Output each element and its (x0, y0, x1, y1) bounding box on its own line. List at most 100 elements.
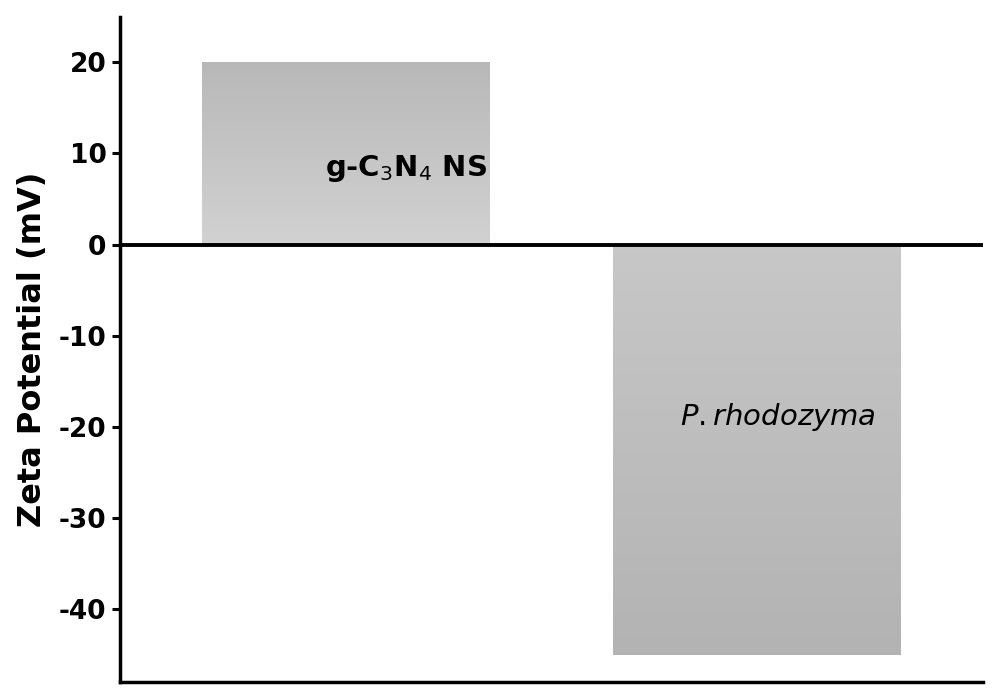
Bar (613, 507, 901, 509)
Bar (613, 317, 901, 319)
Bar (613, 446, 901, 447)
Bar (613, 429, 901, 431)
Text: $\mathbf{\mathit{P.rhodozyma}}$: $\mathbf{\mathit{P.rhodozyma}}$ (680, 401, 876, 433)
Bar (613, 636, 901, 637)
Bar (613, 476, 901, 477)
Bar (613, 462, 901, 463)
Bar (613, 449, 901, 451)
Bar (613, 607, 901, 608)
Bar (613, 306, 901, 308)
Bar (613, 355, 901, 356)
Bar (613, 309, 901, 310)
Bar (613, 332, 901, 333)
Bar (613, 438, 901, 439)
Bar (613, 524, 901, 525)
Bar (613, 630, 901, 632)
Bar (613, 269, 901, 271)
Bar (613, 565, 901, 566)
Bar (613, 611, 901, 612)
Bar (613, 493, 901, 495)
Bar (613, 461, 901, 462)
Bar (613, 396, 901, 398)
Bar (613, 305, 901, 306)
Bar (613, 249, 901, 250)
Bar (613, 328, 901, 329)
Bar (613, 361, 901, 362)
Bar (613, 591, 901, 592)
Bar (613, 502, 901, 503)
Bar (613, 419, 901, 421)
Bar (613, 399, 901, 401)
Bar (613, 280, 901, 282)
Bar (613, 405, 901, 406)
Bar (613, 542, 901, 543)
Bar (613, 433, 901, 435)
Bar (613, 295, 901, 296)
Bar (613, 589, 901, 591)
Bar (613, 577, 901, 578)
Bar (613, 392, 901, 394)
Bar (613, 329, 901, 331)
Bar (613, 586, 901, 588)
Bar (613, 562, 901, 563)
Bar (613, 403, 901, 405)
Bar (613, 356, 901, 358)
Bar (613, 425, 901, 426)
Bar (613, 302, 901, 303)
Bar (613, 319, 901, 320)
Bar (613, 440, 901, 442)
Bar (613, 421, 901, 422)
Bar (613, 325, 901, 326)
Bar (613, 379, 901, 380)
Bar (613, 326, 901, 328)
Bar (613, 401, 901, 402)
Bar (613, 458, 901, 459)
Bar (613, 402, 901, 403)
Bar (613, 442, 901, 443)
Bar (613, 435, 901, 436)
Bar (613, 292, 901, 294)
Bar (613, 525, 901, 526)
Bar (613, 569, 901, 570)
Bar (613, 572, 901, 573)
Bar (613, 568, 901, 569)
Bar (613, 647, 901, 648)
Bar (613, 265, 901, 266)
Bar (613, 384, 901, 386)
Bar (613, 505, 901, 506)
Bar (613, 654, 901, 655)
Bar (613, 301, 901, 302)
Bar (613, 522, 901, 524)
Bar (613, 545, 901, 547)
Bar (613, 415, 901, 416)
Bar (613, 310, 901, 312)
Bar (613, 632, 901, 633)
Bar (613, 369, 901, 370)
Bar (613, 261, 901, 262)
Bar (613, 484, 901, 485)
Bar (613, 468, 901, 469)
Bar (613, 432, 901, 433)
Bar (613, 283, 901, 284)
Bar (613, 342, 901, 343)
Bar (613, 618, 901, 619)
Bar (613, 343, 901, 345)
Bar (613, 254, 901, 256)
Bar (613, 426, 901, 428)
Bar (613, 544, 901, 545)
Bar (613, 422, 901, 424)
Bar (613, 578, 901, 579)
Bar (613, 600, 901, 602)
Bar (613, 579, 901, 581)
Bar (613, 354, 901, 355)
Bar (613, 506, 901, 507)
Bar (613, 272, 901, 273)
Bar (613, 515, 901, 517)
Bar (613, 511, 901, 513)
Bar (613, 245, 901, 246)
Bar (613, 377, 901, 379)
Bar (613, 528, 901, 529)
Bar (613, 333, 901, 335)
Bar (613, 253, 901, 254)
Bar (613, 482, 901, 484)
